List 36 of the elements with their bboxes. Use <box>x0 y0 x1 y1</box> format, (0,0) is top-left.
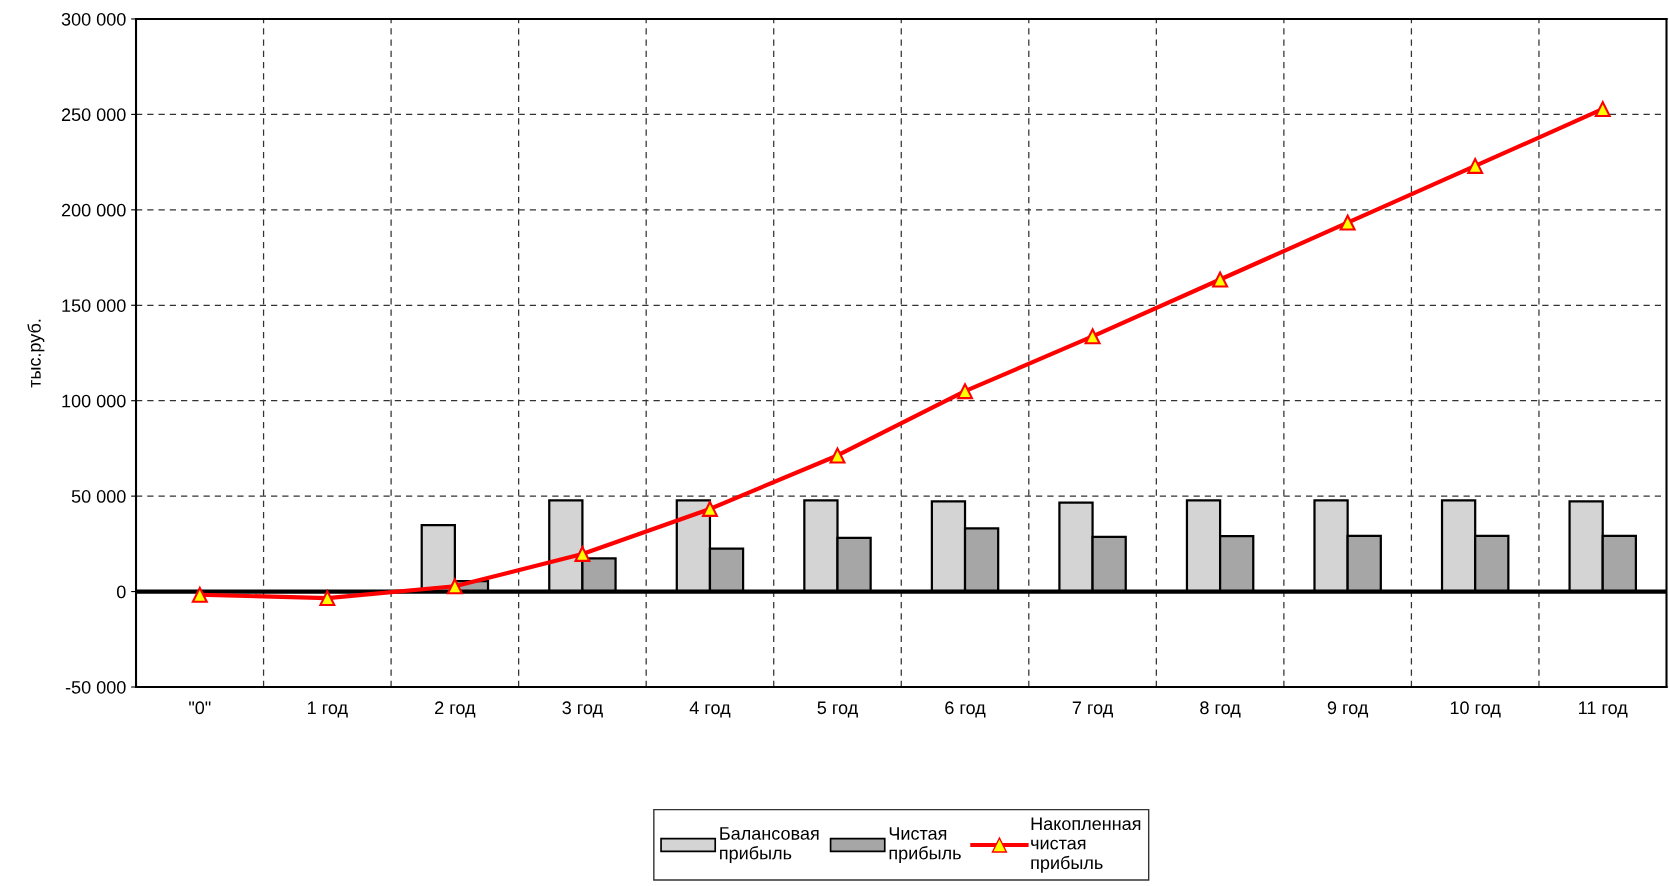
x-tick-label: 9 год <box>1327 701 1369 718</box>
y-tick-label: 50 000 <box>71 490 126 503</box>
point <box>957 383 974 400</box>
y-tick-label: -50 000 <box>65 680 126 694</box>
x-tick-label: 5 год <box>817 701 858 718</box>
x-tick-label: 3 год <box>562 701 603 718</box>
x-tick-label: 1 год <box>308 701 348 718</box>
y-tick-label: 150 000 <box>62 299 126 312</box>
y-tick-label: 250 000 <box>61 108 126 122</box>
point <box>574 545 591 562</box>
point <box>1339 214 1356 231</box>
point <box>446 578 463 595</box>
y-axis-title: тыс.руб. <box>27 319 45 388</box>
point <box>1594 101 1611 118</box>
point <box>191 586 208 603</box>
x-tick-label: 8 год <box>1200 701 1241 718</box>
y-tick-label: 0 <box>116 585 126 599</box>
point <box>701 500 718 517</box>
x-tick-label: "0" <box>189 701 211 715</box>
point <box>1467 157 1484 174</box>
y-tick-label: 100 000 <box>62 394 126 408</box>
x-tick-label: 6 год <box>945 701 986 718</box>
point <box>829 447 846 464</box>
legend-label: Балансовая прибыль <box>720 827 819 864</box>
y-tick-label: 300 000 <box>61 12 126 26</box>
y-tick-label: 200 000 <box>61 203 126 217</box>
point <box>1212 271 1229 288</box>
x-tick-label: 2 год <box>435 701 476 718</box>
legend-label: Чистая прибыль <box>889 827 961 864</box>
x-tick-label: 7 год <box>1072 701 1113 718</box>
point <box>1084 328 1101 345</box>
point <box>319 590 336 607</box>
legend-label: Накопленная чистая прибыль <box>1031 817 1141 873</box>
x-tick-label: 11 год <box>1579 701 1628 718</box>
x-tick-label: 10 год <box>1450 701 1501 718</box>
x-tick-label: 4 год <box>689 701 731 718</box>
